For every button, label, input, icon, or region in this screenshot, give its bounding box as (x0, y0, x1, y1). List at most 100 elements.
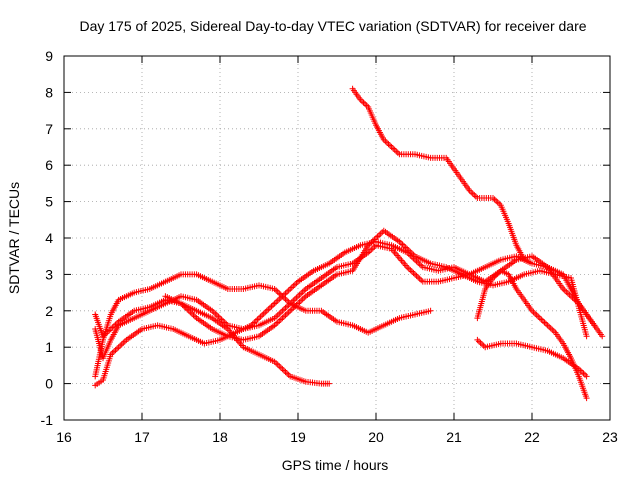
data-point-marker (408, 268, 415, 275)
data-point-marker (265, 306, 272, 313)
data-point-marker (296, 299, 303, 306)
data-point-marker (535, 313, 542, 320)
data-point-marker (530, 309, 537, 316)
data-point-marker (276, 290, 283, 297)
x-tick-label: 17 (134, 429, 150, 445)
data-point-marker (582, 371, 589, 378)
data-point-marker (274, 361, 281, 368)
x-tick-label: 19 (290, 429, 306, 445)
data-point-marker (536, 315, 543, 322)
y-axis-label: SDTVAR / TECUs (6, 182, 22, 294)
data-point-marker (472, 193, 479, 200)
data-point-marker (280, 306, 287, 313)
data-point-marker (279, 315, 286, 322)
x-tick-label: 21 (446, 429, 462, 445)
data-point-marker (282, 304, 289, 311)
data-point-marker (276, 310, 283, 317)
data-point-marker (301, 287, 308, 294)
data-point-marker (263, 307, 270, 314)
data-point-marker (120, 339, 127, 346)
data-point-marker (383, 139, 390, 146)
data-point-marker (118, 341, 125, 348)
data-point-marker (274, 297, 281, 304)
data-point-marker (416, 275, 423, 282)
data-point-marker (268, 303, 275, 310)
data-point-marker (212, 310, 219, 317)
data-point-marker (532, 310, 539, 317)
data-point-marker (210, 309, 217, 316)
data-point-marker (288, 284, 295, 291)
data-point-marker (110, 348, 117, 355)
data-point-marker (279, 293, 286, 300)
data-point-marker (277, 364, 284, 371)
grid-lines (64, 56, 610, 420)
data-point-marker (471, 192, 478, 199)
data-point-marker (299, 296, 306, 303)
y-tick-label: 1 (45, 339, 53, 355)
y-tick-label: 5 (45, 194, 53, 210)
data-point-marker (282, 296, 289, 303)
data-point-marker (543, 320, 550, 327)
data-point-marker (561, 287, 568, 294)
x-tick-label: 20 (368, 429, 384, 445)
y-tick-label: 2 (45, 303, 53, 319)
y-tick-label: 4 (45, 230, 53, 246)
data-point-marker (273, 320, 280, 327)
data-point-marker (280, 367, 287, 374)
data-point-marker (274, 288, 281, 295)
data-point-marker (276, 296, 283, 303)
data-point-marker (290, 283, 297, 290)
x-tick-label: 23 (602, 429, 618, 445)
data-point-marker (583, 395, 590, 402)
data-point-marker (376, 232, 383, 239)
data-point-marker (285, 287, 292, 294)
data-point-marker (282, 368, 289, 375)
data-point-marker (533, 312, 540, 319)
series-track-6 (349, 85, 535, 267)
data-point-marker (290, 297, 297, 304)
data-point-marker (539, 317, 546, 324)
data-point-marker (257, 313, 264, 320)
y-tick-label: 8 (45, 84, 53, 100)
data-point-marker (114, 345, 121, 352)
y-axis-ticks: -1 0 1 2 3 4 5 6 7 8 9 (41, 48, 610, 428)
data-point-marker (546, 323, 553, 330)
data-point-marker (298, 297, 305, 304)
data-point-marker (279, 307, 286, 314)
y-tick-label: -1 (41, 412, 54, 428)
series-track-1 (92, 271, 434, 380)
data-point-marker (580, 370, 587, 377)
data-point-marker (276, 317, 283, 324)
data-point-marker (266, 304, 273, 311)
data-point-marker (550, 328, 557, 335)
data-point-marker (371, 243, 378, 250)
data-point-marker (277, 309, 284, 316)
plot-frame (63, 55, 611, 421)
data-point-marker (280, 313, 287, 320)
data-point-marker (188, 310, 195, 317)
series-track-5 (162, 227, 590, 343)
data-point-marker (563, 288, 570, 295)
data-point-marker (480, 342, 487, 349)
data-points (92, 85, 606, 402)
data-point-marker (121, 338, 128, 345)
data-point-marker (284, 297, 291, 304)
data-point-marker (259, 312, 266, 319)
data-point-marker (293, 294, 300, 301)
data-point-marker (583, 333, 590, 340)
data-point-marker (192, 313, 199, 320)
data-point-marker (415, 274, 422, 281)
data-point-marker (401, 243, 408, 250)
data-point-marker (252, 317, 259, 324)
data-point-marker (274, 312, 281, 319)
data-point-marker (369, 245, 376, 252)
data-point-marker (415, 259, 422, 266)
data-point-marker (591, 322, 598, 329)
data-point-marker (599, 333, 606, 340)
data-point-marker (410, 269, 417, 276)
data-point-marker (416, 261, 423, 268)
x-axis-label: GPS time / hours (282, 457, 389, 473)
data-point-marker (362, 101, 369, 108)
data-point-marker (397, 240, 404, 247)
